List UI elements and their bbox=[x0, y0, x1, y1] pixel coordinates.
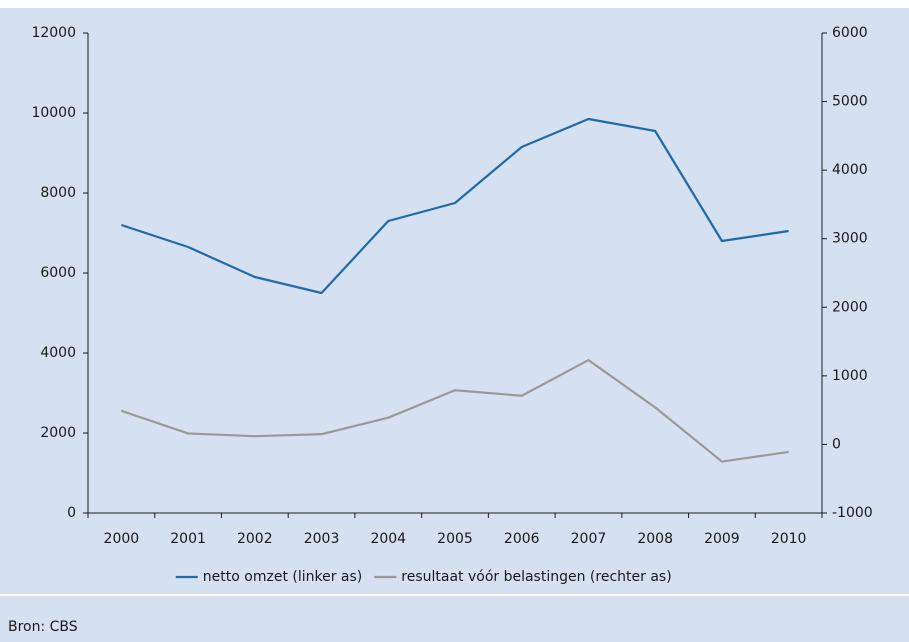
legend-label: netto omzet (linker as) bbox=[203, 569, 362, 585]
y-tick-label: 4000 bbox=[40, 345, 76, 361]
x-tick-label: 2007 bbox=[571, 531, 607, 547]
x-tick-label: 2009 bbox=[704, 531, 740, 547]
x-tick-label: 2000 bbox=[104, 531, 140, 547]
y-tick-label: 8000 bbox=[40, 185, 76, 201]
y-tick-label: 12000 bbox=[31, 25, 76, 41]
y2-tick-label: -1000 bbox=[832, 505, 873, 521]
x-tick-label: 2001 bbox=[170, 531, 206, 547]
y2-tick-label: 3000 bbox=[832, 231, 868, 247]
chart-background bbox=[0, 8, 909, 594]
y2-tick-label: 1000 bbox=[832, 368, 868, 384]
x-tick-label: 2003 bbox=[304, 531, 340, 547]
y2-tick-label: 6000 bbox=[832, 25, 868, 41]
y-tick-label: 2000 bbox=[40, 425, 76, 441]
data-line bbox=[121, 358, 789, 463]
x-tick-label: 2005 bbox=[437, 531, 473, 547]
data-line bbox=[121, 117, 789, 295]
y2-tick-label: 5000 bbox=[832, 94, 868, 110]
y-tick-label: 10000 bbox=[31, 105, 76, 121]
x-tick-label: 2010 bbox=[771, 531, 807, 547]
x-tick-label: 2008 bbox=[637, 531, 673, 547]
footer-background bbox=[0, 596, 909, 642]
legend-label: resultaat vóór belastingen (rechter as) bbox=[401, 569, 671, 585]
x-tick-label: 2002 bbox=[237, 531, 273, 547]
y-tick-label: 0 bbox=[67, 505, 76, 521]
x-tick-label: 2004 bbox=[370, 531, 406, 547]
y2-tick-label: 2000 bbox=[832, 299, 868, 315]
source-note: Bron: CBS bbox=[8, 619, 78, 635]
x-tick-label: 2006 bbox=[504, 531, 540, 547]
y2-tick-label: 4000 bbox=[832, 162, 868, 178]
y-tick-label: 6000 bbox=[40, 265, 76, 281]
y2-tick-label: 0 bbox=[832, 436, 841, 452]
